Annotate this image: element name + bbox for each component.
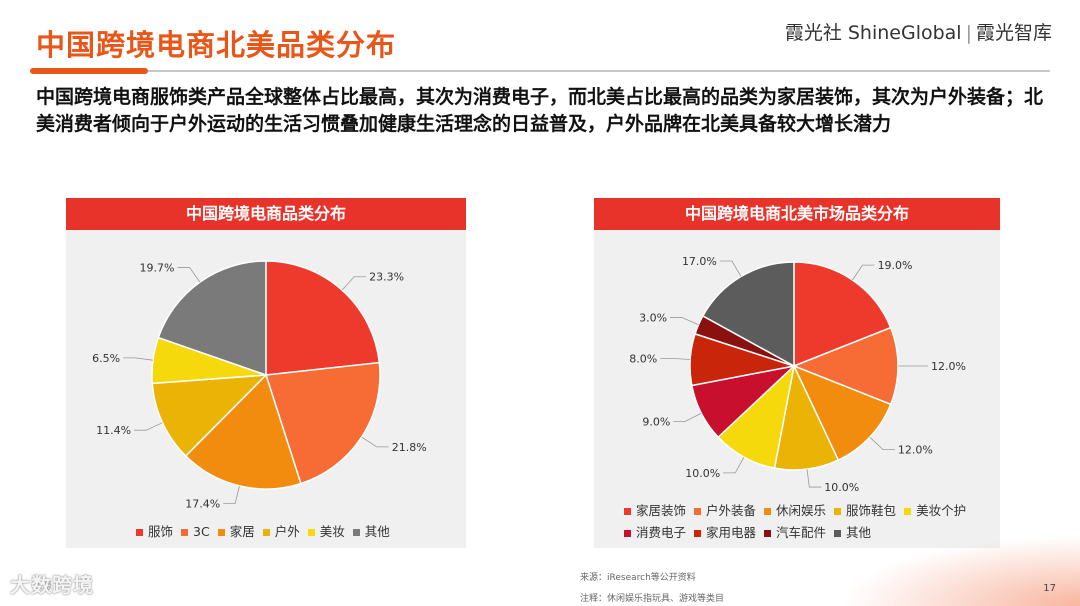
leader-line bbox=[806, 469, 822, 488]
legend-item: 3C bbox=[181, 524, 210, 539]
legend-label: 户外 bbox=[274, 524, 300, 539]
legend-swatch bbox=[764, 530, 772, 537]
data-label: 10.0% bbox=[685, 467, 720, 480]
leader-line bbox=[869, 436, 895, 450]
leader-line bbox=[673, 412, 702, 422]
legend-swatch bbox=[624, 508, 631, 515]
pie-chart: 19.0% 12.0% 12.0% 10.0% 10.0% 9.0% 8.0% 3.0% 17.… bbox=[629, 255, 966, 494]
legend-item: 户外装备 bbox=[694, 500, 756, 522]
legend-item: 家用电器 bbox=[694, 522, 756, 544]
data-label: 21.8% bbox=[392, 441, 427, 454]
leader-line bbox=[123, 357, 154, 361]
chart-title: 中国跨境电商品类分布 bbox=[66, 198, 466, 230]
leader-line bbox=[660, 357, 691, 360]
legend-swatch bbox=[834, 508, 842, 515]
leader-line bbox=[723, 456, 745, 474]
legend-label: 汽车配件 bbox=[776, 525, 827, 540]
legend-item: 家居 bbox=[217, 521, 255, 540]
leader-line bbox=[177, 267, 201, 283]
leader-line bbox=[670, 317, 699, 326]
leader-line bbox=[719, 260, 742, 277]
pie-slice-户外 bbox=[151, 374, 268, 457]
legend-swatch bbox=[136, 529, 143, 536]
pie-slice-家居 bbox=[184, 373, 302, 490]
data-label: 12.0% bbox=[898, 444, 933, 457]
data-label: 11.4% bbox=[96, 424, 131, 437]
legend-label: 其他 bbox=[364, 524, 390, 539]
legend-swatch bbox=[694, 530, 702, 537]
corner-glow bbox=[840, 536, 1080, 606]
leader-line bbox=[134, 422, 163, 431]
legend-swatch bbox=[764, 508, 772, 515]
legend-swatch bbox=[307, 529, 315, 536]
data-label: 6.5% bbox=[92, 352, 120, 365]
legend-swatch bbox=[694, 508, 702, 515]
data-label: 17.0% bbox=[682, 255, 717, 268]
legend-swatch bbox=[181, 529, 189, 536]
chart-legend: 家居装饰 户外装备 休闲娱乐 服饰鞋包 美妆个护消费电子 家用电器 汽车配件 其他 bbox=[624, 500, 994, 544]
legend-swatch bbox=[217, 529, 225, 536]
leader-line bbox=[223, 485, 240, 504]
legend-item: 消费电子 bbox=[624, 522, 686, 544]
page-subtitle: 中国跨境电商服饰类产品全球整体占比最高，其次为消费电子，而北美占比最高的品类为家… bbox=[36, 86, 1044, 135]
legend-label: 服饰 bbox=[148, 524, 174, 539]
data-label: 3.0% bbox=[639, 312, 667, 325]
watermark: 大数跨境 bbox=[10, 573, 94, 597]
legend-label: 3C bbox=[193, 524, 210, 539]
pie-chart: 23.3% 21.8% 17.4% 11.4% 6.5% 19.7% bbox=[92, 260, 427, 510]
legend-item: 美妆个护 bbox=[904, 500, 966, 522]
legend-item: 服饰鞋包 bbox=[834, 500, 896, 522]
legend-label: 家用电器 bbox=[706, 525, 757, 540]
legend-item: 美妆 bbox=[307, 521, 345, 540]
pie-slice-家居装饰 bbox=[793, 261, 892, 368]
legend-swatch bbox=[624, 530, 631, 537]
leader-line bbox=[341, 276, 367, 291]
header-rule bbox=[148, 70, 1050, 72]
leader-line bbox=[361, 436, 389, 448]
legend-label: 美妆 bbox=[319, 524, 345, 539]
leader-line bbox=[852, 264, 875, 281]
data-label: 17.4% bbox=[185, 497, 220, 510]
legend-label: 美妆个护 bbox=[916, 503, 967, 518]
legend-swatch bbox=[834, 530, 842, 537]
chart-panel-right: 中国跨境电商北美市场品类分布 19.0% 12.0% 12.0% 10.0% 10.0%… bbox=[594, 198, 1000, 548]
data-label: 8.0% bbox=[629, 352, 657, 365]
legend-item: 汽车配件 bbox=[764, 522, 826, 544]
title-underline bbox=[30, 68, 148, 74]
legend-swatch bbox=[352, 529, 360, 536]
pie-slice-3C bbox=[265, 361, 381, 485]
legend-label: 家居 bbox=[229, 524, 255, 539]
page-title: 中国跨境电商北美品类分布 bbox=[36, 28, 397, 62]
pie-slice-服饰 bbox=[265, 260, 381, 376]
legend-item: 休闲娱乐 bbox=[764, 500, 826, 522]
legend-item: 户外 bbox=[262, 521, 300, 540]
legend-label: 家居装饰 bbox=[636, 503, 687, 518]
legend-swatch bbox=[262, 529, 270, 536]
page-number: 17 bbox=[1043, 583, 1056, 594]
chart-panel-left: 中国跨境电商品类分布 23.3% 21.8% 17.4% 11.4% 6.5% 19.7%… bbox=[66, 198, 466, 548]
legend-item: 服饰 bbox=[136, 521, 173, 540]
legend-label: 服饰鞋包 bbox=[846, 503, 897, 518]
source-stub: 来源 bbox=[34, 582, 53, 592]
chart-title: 中国跨境电商北美市场品类分布 bbox=[594, 198, 1000, 230]
pie-slice-其他 bbox=[157, 260, 267, 377]
legend-swatch bbox=[904, 508, 912, 515]
source-note: 来源：iResearch等公开资料 bbox=[580, 573, 696, 583]
data-label: 19.7% bbox=[140, 261, 175, 274]
brand-left: 霞光社 ShineGlobal bbox=[784, 22, 962, 44]
legend-label: 消费电子 bbox=[636, 525, 687, 540]
data-label: 9.0% bbox=[642, 415, 670, 428]
data-label: 23.3% bbox=[369, 271, 404, 284]
data-label: 10.0% bbox=[824, 481, 859, 494]
brand-right: 霞光智库 bbox=[975, 22, 1052, 44]
brand-logo: 霞光社 ShineGlobal | 霞光智库 bbox=[784, 22, 1052, 44]
legend-item: 家居装饰 bbox=[624, 500, 686, 522]
chart-legend: 服饰 3C 家居 户外 美妆 其他 bbox=[136, 521, 398, 540]
data-label: 12.0% bbox=[931, 360, 966, 373]
legend-item: 其他 bbox=[352, 521, 390, 540]
footnote: 注释：休闲娱乐指玩具、游戏等类目 bbox=[580, 594, 725, 604]
legend-label: 休闲娱乐 bbox=[776, 503, 827, 518]
data-label: 19.0% bbox=[878, 259, 913, 272]
legend-label: 户外装备 bbox=[706, 503, 757, 518]
